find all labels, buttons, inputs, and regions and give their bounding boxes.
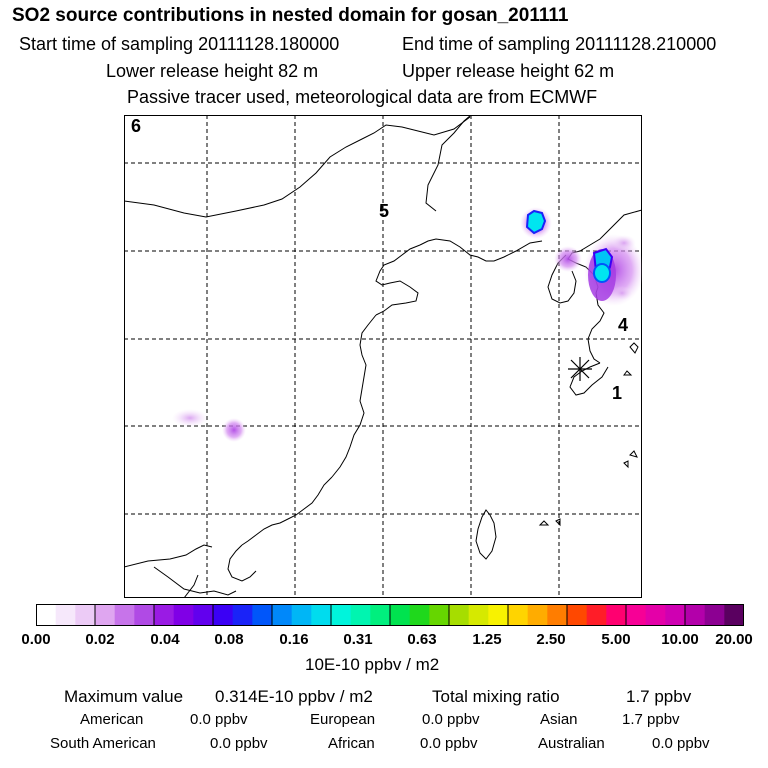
colorbar-cell (449, 604, 470, 626)
colorbar-tick-label: 20.00 (715, 631, 753, 648)
colorbar-cell (586, 604, 607, 626)
colorbar-cell (311, 604, 332, 626)
colorbar-cell (350, 604, 371, 626)
colorbar-tick-label: 5.00 (601, 631, 631, 648)
colorbar (36, 604, 744, 626)
colorbar-cell (55, 604, 76, 626)
colorbar-cell (567, 604, 588, 626)
region-label: 1 (612, 383, 622, 403)
end-time: End time of sampling 20111128.210000 (402, 34, 717, 54)
colorbar-tick-label: 0.04 (150, 631, 180, 648)
source-name: Asian (540, 711, 578, 728)
colorbar-cell (645, 604, 666, 626)
source-name: South American (50, 735, 156, 752)
max-value-label: Maximum value (64, 687, 184, 706)
source-value: 0.0 ppbv (210, 735, 268, 752)
region-label: 4 (618, 315, 628, 335)
colorbar-cell (36, 604, 57, 626)
colorbar-cell (134, 604, 155, 626)
concentration-plumes (172, 207, 642, 442)
source-value: 0.0 ppbv (652, 735, 710, 752)
colorbar-tick-label: 0.02 (85, 631, 115, 648)
colorbar-cell (685, 604, 706, 626)
colorbar-cell (527, 604, 548, 626)
data-note: Passive tracer used, meteorological data… (127, 87, 598, 107)
source-value: 1.7 ppbv (622, 711, 680, 728)
source-name: American (80, 711, 144, 728)
colorbar-cell (232, 604, 253, 626)
total-mixing-label: Total mixing ratio (432, 687, 560, 706)
colorbar-cell (508, 604, 529, 626)
colorbar-cell (95, 604, 116, 626)
colorbar-tick-label: 0.16 (279, 631, 309, 648)
source-name: African (328, 735, 375, 752)
colorbar-cell (291, 604, 312, 626)
colorbar-cell (704, 604, 725, 626)
colorbar-cell (626, 604, 647, 626)
graticule (124, 115, 642, 598)
colorbar-tick-label: 0.31 (343, 631, 373, 648)
page-title: SO2 source contributions in nested domai… (12, 5, 569, 26)
colorbar-cell (154, 604, 175, 626)
colorbar-cell (272, 604, 293, 626)
colorbar-cell (213, 604, 234, 626)
map-panel: 6 5 4 1 (124, 115, 642, 598)
colorbar-cell (252, 604, 273, 626)
coastlines (124, 115, 642, 598)
colorbar-tick-label: 2.50 (536, 631, 566, 648)
colorbar-cell (173, 604, 194, 626)
colorbar-cell (429, 604, 450, 626)
colorbar-cells (36, 604, 744, 626)
colorbar-cell (193, 604, 214, 626)
colorbar-cell (665, 604, 686, 626)
max-value: 0.314E-10 ppbv / m2 (215, 687, 373, 706)
colorbar-unit: 10E-10 ppbv / m2 (305, 655, 440, 674)
start-time: Start time of sampling 20111128.180000 (19, 34, 340, 54)
colorbar-cell (468, 604, 489, 626)
source-value: 0.0 ppbv (420, 735, 478, 752)
colorbar-cell (547, 604, 568, 626)
colorbar-tick-label: 1.25 (472, 631, 502, 648)
colorbar-cell (390, 604, 411, 626)
source-value: 0.0 ppbv (422, 711, 480, 728)
region-label: 5 (379, 201, 389, 221)
source-value: 0.0 ppbv (190, 711, 248, 728)
region-label: 6 (131, 116, 141, 136)
colorbar-cell (114, 604, 135, 626)
colorbar-tick-label: 10.00 (661, 631, 699, 648)
colorbar-cell (370, 604, 391, 626)
asterisk-icon (568, 357, 592, 381)
colorbar-tick-label: 0.08 (214, 631, 244, 648)
colorbar-cell (606, 604, 627, 626)
upper-release-height: Upper release height 62 m (402, 61, 615, 81)
region-labels: 6 5 4 1 (131, 116, 628, 403)
colorbar-cell (331, 604, 352, 626)
source-name: Australian (538, 735, 605, 752)
colorbar-cell (724, 604, 744, 626)
source-name: European (310, 711, 376, 728)
colorbar-cell (75, 604, 96, 626)
colorbar-cell (409, 604, 430, 626)
colorbar-tick-label: 0.63 (407, 631, 437, 648)
total-mixing-value: 1.7 ppbv (626, 687, 692, 706)
colorbar-cell (488, 604, 509, 626)
islands (538, 342, 639, 527)
colorbar-tick-label: 0.00 (21, 631, 51, 648)
lower-release-height: Lower release height 82 m (106, 61, 319, 81)
